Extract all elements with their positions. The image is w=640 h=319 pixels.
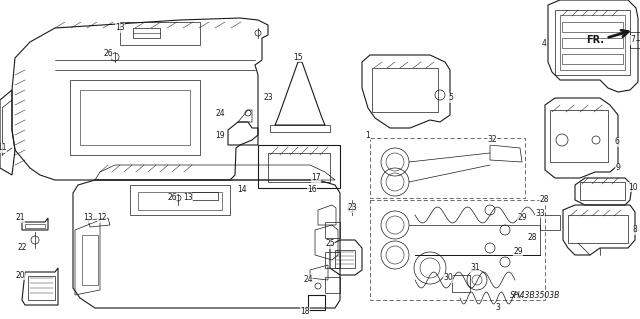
Text: 28: 28 — [540, 196, 548, 204]
Text: 31: 31 — [470, 263, 480, 272]
Text: 26: 26 — [167, 194, 177, 203]
Text: 15: 15 — [293, 53, 303, 62]
Text: 25: 25 — [325, 240, 335, 249]
Text: 1: 1 — [365, 130, 371, 139]
Text: 4: 4 — [541, 40, 547, 48]
Text: 29: 29 — [517, 212, 527, 221]
Text: 19: 19 — [215, 130, 225, 139]
Text: 9: 9 — [616, 164, 620, 173]
Text: SH43B3503B: SH43B3503B — [510, 291, 561, 300]
Text: 21: 21 — [15, 213, 25, 222]
Text: 11: 11 — [0, 144, 7, 152]
Text: 20: 20 — [15, 271, 25, 279]
Text: 3: 3 — [495, 303, 500, 313]
Text: 23: 23 — [263, 93, 273, 101]
Text: 23: 23 — [347, 204, 357, 212]
Text: 32: 32 — [487, 136, 497, 145]
Text: 14: 14 — [237, 186, 247, 195]
Text: 12: 12 — [97, 213, 107, 222]
Text: 30: 30 — [443, 273, 453, 283]
Text: 18: 18 — [300, 308, 310, 316]
Text: 10: 10 — [628, 182, 638, 191]
Text: FR.: FR. — [586, 35, 604, 45]
Text: 6: 6 — [614, 137, 620, 146]
Text: 13: 13 — [115, 24, 125, 33]
Text: 24: 24 — [303, 276, 313, 285]
Text: 22: 22 — [17, 243, 27, 253]
Text: 24: 24 — [215, 108, 225, 117]
Text: 16: 16 — [307, 186, 317, 195]
Text: 28: 28 — [527, 234, 537, 242]
Text: 29: 29 — [513, 248, 523, 256]
Text: 13: 13 — [183, 194, 193, 203]
Text: 13: 13 — [83, 213, 93, 222]
Text: 5: 5 — [449, 93, 453, 102]
Text: 33: 33 — [535, 209, 545, 218]
Text: 17: 17 — [311, 174, 321, 182]
Text: 26: 26 — [103, 49, 113, 58]
Text: 8: 8 — [632, 226, 637, 234]
Text: 7: 7 — [630, 35, 636, 44]
